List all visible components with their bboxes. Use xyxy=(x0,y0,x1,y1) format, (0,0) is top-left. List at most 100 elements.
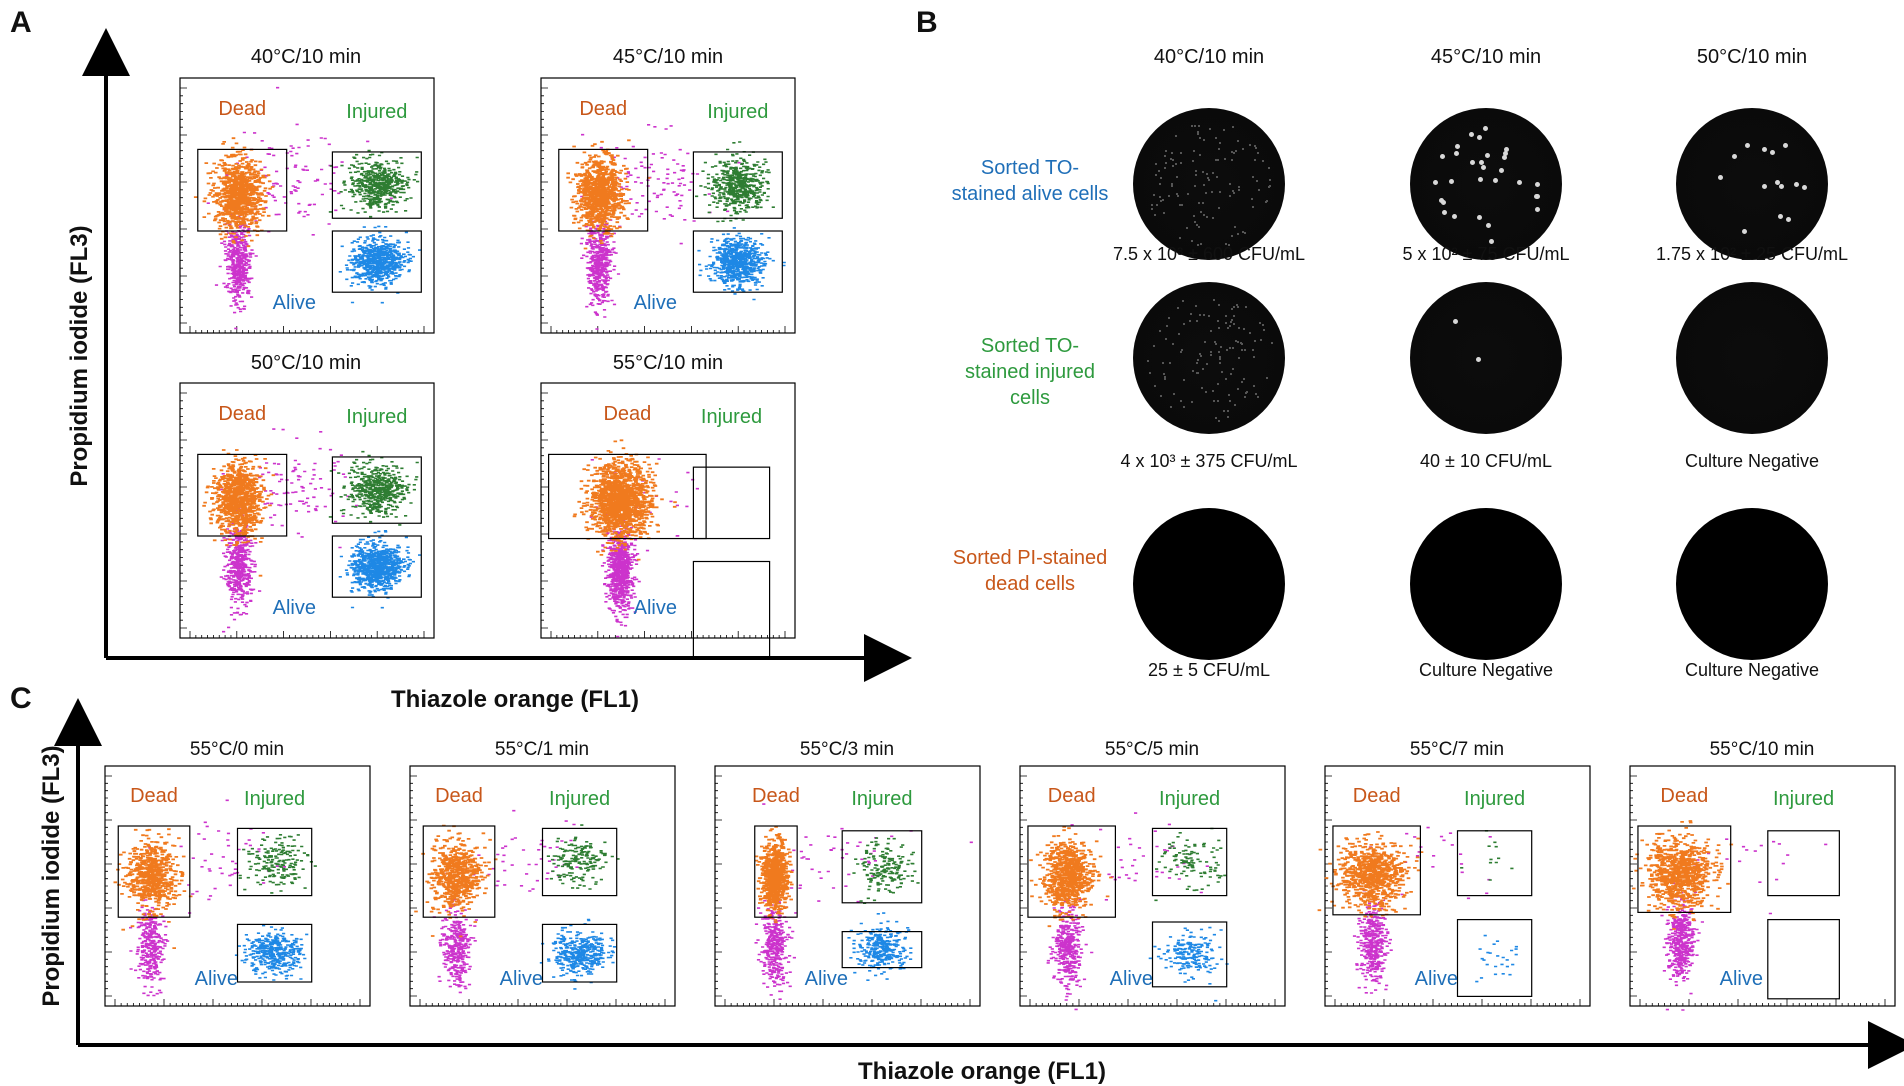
lawn-speck xyxy=(1180,349,1183,352)
lawn-speck xyxy=(1172,392,1175,395)
colony xyxy=(1452,214,1458,220)
lawn-speck xyxy=(1231,126,1234,129)
colony xyxy=(1477,134,1483,140)
lawn-speck xyxy=(1237,356,1240,359)
flow-plot xyxy=(714,765,981,1007)
lawn-speck xyxy=(1214,416,1217,419)
panel-b-column-title: 50°C/10 min xyxy=(1696,46,1808,68)
agar-plate xyxy=(1133,108,1285,260)
gate-dead xyxy=(1027,825,1116,918)
panel-letter-c: C xyxy=(10,682,32,715)
gate-injured xyxy=(236,827,313,897)
lawn-speck xyxy=(1170,151,1173,154)
lawn-speck xyxy=(1231,307,1234,310)
lawn-speck xyxy=(1234,226,1237,229)
row-label-line: stained injured xyxy=(964,361,1096,383)
lawn-speck xyxy=(1194,305,1197,308)
lawn-speck xyxy=(1164,149,1167,152)
panel-a-plot-title: 55°C/10 min xyxy=(612,352,724,374)
agar-plate xyxy=(1410,508,1562,660)
lawn-speck xyxy=(1240,343,1243,346)
lawn-speck xyxy=(1229,182,1232,185)
lawn-speck xyxy=(1253,339,1256,342)
lawn-speck xyxy=(1194,174,1197,177)
lawn-speck xyxy=(1154,163,1157,166)
gate-label-injured: Injured xyxy=(244,787,306,810)
lawn-speck xyxy=(1163,377,1166,380)
lawn-speck xyxy=(1193,215,1196,218)
lawn-speck xyxy=(1151,207,1154,210)
lawn-speck xyxy=(1254,146,1257,149)
lawn-speck xyxy=(1199,353,1202,356)
lawn-speck xyxy=(1230,372,1233,375)
lawn-speck xyxy=(1202,201,1205,204)
lawn-speck xyxy=(1218,207,1220,210)
lawn-speck xyxy=(1230,158,1233,161)
lawn-speck xyxy=(1252,355,1255,358)
colony xyxy=(1492,177,1498,183)
colony xyxy=(1778,183,1784,189)
lawn-speck xyxy=(1256,180,1259,183)
lawn-speck xyxy=(1199,242,1202,245)
lawn-speck xyxy=(1168,195,1171,198)
lawn-speck xyxy=(1232,368,1235,371)
lawn-speck xyxy=(1203,139,1206,142)
lawn-speck xyxy=(1217,319,1220,322)
lawn-speck xyxy=(1262,160,1265,163)
lawn-speck xyxy=(1213,400,1216,403)
plot-ticks xyxy=(180,87,425,333)
gate-injured xyxy=(331,456,422,524)
lawn-speck xyxy=(1214,340,1217,343)
lawn-speck xyxy=(1225,315,1228,318)
lawn-speck xyxy=(1159,395,1162,398)
lawn-speck xyxy=(1266,376,1269,379)
lawn-speck xyxy=(1190,125,1193,128)
lawn-speck xyxy=(1257,151,1260,154)
lawn-speck xyxy=(1219,142,1222,145)
lawn-speck xyxy=(1256,396,1259,399)
lawn-speck xyxy=(1210,191,1213,194)
lawn-speck xyxy=(1172,165,1175,168)
plot-ticks xyxy=(1630,775,1886,1006)
lawn-speck xyxy=(1237,188,1240,191)
lawn-speck xyxy=(1265,199,1268,202)
lawn-speck xyxy=(1155,204,1158,207)
lawn-speck xyxy=(1168,317,1171,320)
lawn-speck xyxy=(1202,213,1205,216)
colony xyxy=(1503,147,1509,153)
agar-plate xyxy=(1676,508,1828,660)
lawn-speck xyxy=(1214,136,1217,139)
panel-c-y-axis-title: Propidium iodide (FL3) xyxy=(38,745,65,1007)
panel-letter-a: A xyxy=(10,6,32,39)
lawn-speck xyxy=(1162,198,1165,201)
gate-label-dead: Dead xyxy=(435,785,483,808)
gate-alive xyxy=(692,230,783,293)
cfu-label: 1.75 x 10² ± 25 CFU/mL xyxy=(1656,244,1848,264)
lawn-speck xyxy=(1209,127,1211,130)
lawn-speck xyxy=(1241,231,1244,234)
lawn-speck xyxy=(1202,313,1205,316)
lawn-speck xyxy=(1233,322,1236,325)
lawn-speck xyxy=(1223,158,1226,161)
lawn-speck xyxy=(1260,338,1263,341)
lawn-speck xyxy=(1237,340,1240,343)
lawn-speck xyxy=(1169,157,1172,160)
lawn-speck xyxy=(1211,216,1214,219)
plot-frame xyxy=(540,382,796,639)
lawn-speck xyxy=(1223,410,1226,413)
lawn-speck xyxy=(1195,169,1198,172)
gate-alive xyxy=(692,560,771,660)
lawn-speck xyxy=(1153,213,1156,216)
flow-plot xyxy=(104,765,371,1007)
lawn-speck xyxy=(1243,377,1246,380)
gate-label-injured: Injured xyxy=(851,787,913,810)
panel-c-plot-title: 55°C/10 min xyxy=(1709,739,1815,760)
gate-label-alive: Alive xyxy=(1414,967,1458,990)
lawn-speck xyxy=(1163,166,1166,169)
lawn-speck xyxy=(1218,147,1221,150)
gate-injured xyxy=(331,151,422,219)
lawn-speck xyxy=(1182,323,1185,326)
lawn-speck xyxy=(1227,416,1230,419)
cfu-label: 4 x 10³ ± 375 CFU/mL xyxy=(1120,451,1298,471)
gate-dead xyxy=(1332,825,1421,916)
